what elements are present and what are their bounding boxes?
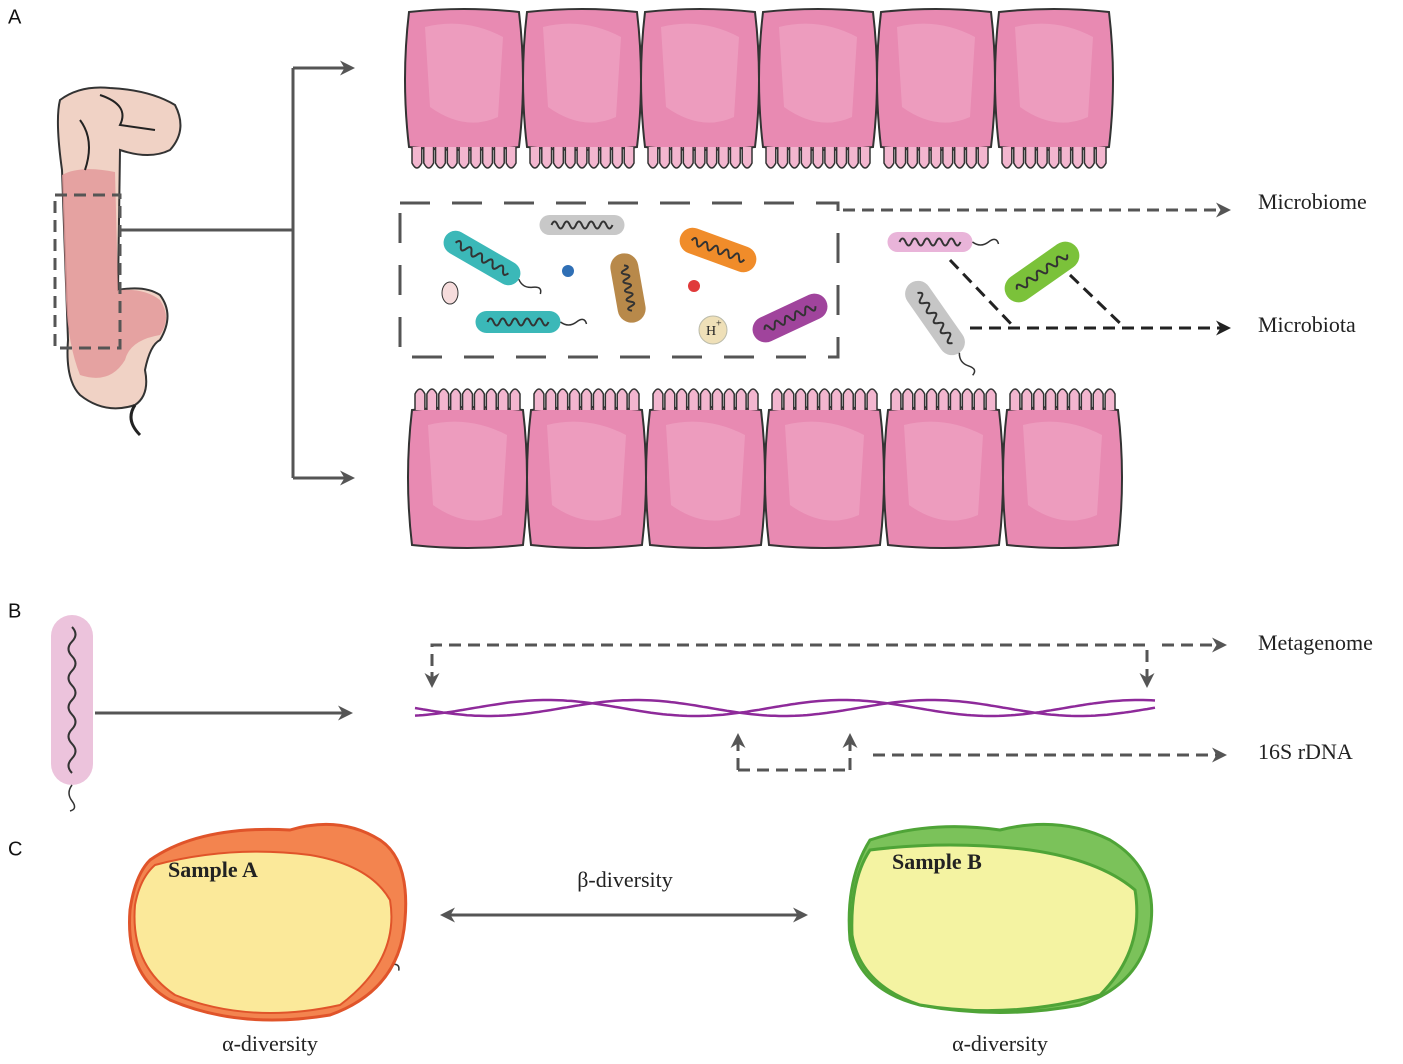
dna (917, 291, 953, 345)
cell-highlight (428, 421, 507, 521)
cell-highlight (1015, 23, 1093, 123)
villi (1009, 388, 1116, 410)
dna (67, 626, 77, 774)
bacterium (51, 615, 93, 812)
dna (690, 237, 746, 263)
bacterium (905, 280, 976, 376)
villi (890, 388, 997, 410)
lumen-box (398, 201, 840, 359)
output-label: Microbiome (1258, 189, 1367, 214)
molecule (688, 280, 700, 292)
villi (647, 147, 753, 169)
bacterium (539, 215, 625, 235)
output-label: 16S rDNA (1258, 739, 1353, 764)
colon (53, 86, 182, 437)
ion (698, 315, 728, 345)
sample-interior (850, 843, 1139, 1013)
output-label: Metagenome (1258, 630, 1373, 655)
cell-fragment (441, 281, 459, 305)
connector (120, 68, 295, 478)
villi (765, 147, 871, 169)
bacterium (752, 293, 828, 343)
panel-label: C (8, 838, 22, 860)
bacterium (610, 253, 646, 323)
dna (1015, 254, 1069, 290)
bacterium (443, 230, 542, 295)
cell-highlight (897, 23, 975, 123)
cell-highlight (779, 23, 857, 123)
cell-highlight (1023, 421, 1102, 521)
flagellum (972, 238, 1000, 246)
ion-symbol: H (706, 324, 716, 339)
caption: α-diversity (952, 1031, 1048, 1056)
bacterium (679, 227, 757, 273)
ion-charge: + (716, 318, 722, 329)
cell-highlight (543, 23, 621, 123)
villi (529, 147, 635, 169)
bacterium (1004, 241, 1080, 303)
bacterium (475, 311, 588, 333)
sample-name: Sample B (892, 849, 982, 874)
sample-name: Sample A (168, 857, 258, 882)
flagellum (958, 352, 976, 376)
flagellum (518, 278, 542, 295)
caption: α-diversity (222, 1031, 318, 1056)
molecule (562, 265, 574, 277)
villi (414, 388, 521, 410)
dna-strand (414, 698, 1156, 718)
cell-highlight (666, 421, 745, 521)
flagellum (68, 784, 76, 812)
dna (620, 264, 636, 312)
dna (763, 305, 817, 331)
cell-highlight (661, 23, 739, 123)
bracket (430, 643, 1149, 685)
cell-highlight (425, 23, 503, 123)
panel-label: B (8, 600, 21, 622)
arrow (948, 258, 1228, 328)
bacterium (887, 232, 1000, 252)
cell-highlight (785, 421, 864, 521)
dna (550, 220, 614, 230)
villi (883, 147, 989, 169)
output-label: Microbiota (1258, 312, 1356, 337)
dna-strand (414, 698, 1156, 718)
villi (652, 388, 759, 410)
villi (411, 147, 517, 169)
cell-highlight (547, 421, 626, 521)
villi (771, 388, 878, 410)
bracket (736, 736, 852, 772)
dna (486, 317, 550, 327)
dna (898, 237, 962, 247)
dna (454, 240, 510, 276)
flagellum (560, 318, 588, 326)
villi (533, 388, 640, 410)
comparison-label: β-diversity (577, 867, 673, 892)
sample-interior (133, 850, 393, 1014)
panel-label: A (8, 6, 22, 28)
cell-highlight (904, 421, 983, 521)
villi (1001, 147, 1107, 169)
